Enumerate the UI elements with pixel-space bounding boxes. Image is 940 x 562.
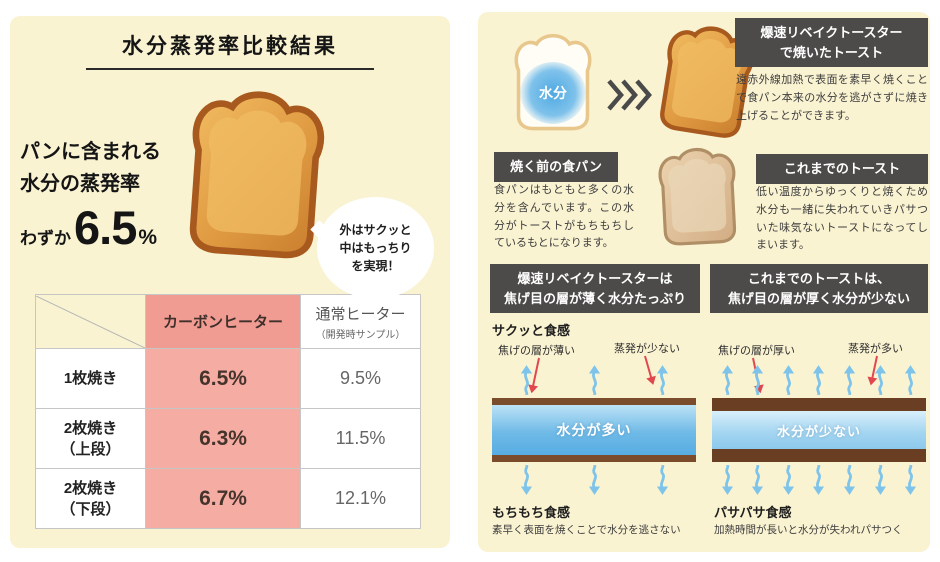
low-evaporation-note: 蒸発が少ない [614, 343, 680, 355]
steam-arrow-down-icon [751, 465, 764, 495]
old-toast-badge: これまでのトースト [756, 154, 928, 184]
steam-arrows-up-left [492, 364, 696, 396]
new-toast-badge-line1: 爆速リベイクトースター [760, 25, 903, 40]
row-label: 1枚焼き [35, 348, 146, 409]
steam-arrow-up-icon [520, 365, 533, 395]
old-toast-figure [645, 139, 750, 248]
moisture-rich-label: 水分が多い [556, 422, 632, 438]
steam-arrow-down-icon [904, 465, 917, 495]
steam-arrow-up-icon [656, 365, 669, 395]
normal-heater-label: 通常ヒーター [315, 305, 406, 323]
steam-arrow-up-icon [751, 365, 764, 395]
before-bread-badge: 焼く前の食パン [494, 152, 618, 182]
normal-value: 9.5% [300, 348, 421, 409]
steam-arrow-down-icon [874, 465, 887, 495]
steam-arrows-down-right [712, 464, 926, 496]
moisture-poor-diagram: 水分が少ない [712, 398, 926, 462]
dry-texture-label: パサパサ食感 [714, 505, 792, 520]
carbon-value: 6.5% [145, 348, 301, 409]
headline-line2: 水分の蒸発率 [20, 173, 140, 195]
moisture-label: 水分 [539, 85, 567, 101]
row-label-text: 2枚焼き [63, 479, 118, 497]
row-label-text: 2枚焼き [63, 419, 118, 437]
row-label-text: 1枚焼き [63, 370, 118, 387]
new-toast-description: 遠赤外線加熱で表面を素早く焼くことで食パン本来の水分を逃がさずに焼き上げることが… [736, 74, 928, 122]
steam-arrow-up-icon [843, 365, 856, 395]
evaporation-table: カーボンヒーター 通常ヒーター （開発時サンプル） 1枚焼き 6.5% 9.5%… [35, 294, 421, 529]
steam-arrow-up-icon [874, 365, 887, 395]
bubble-line1: 外はサクッと [339, 223, 412, 237]
compare-new-caption: 素早く表面を焼くことで水分を逃さない [492, 524, 681, 536]
steam-arrow-up-icon [904, 365, 917, 395]
new-toast-badge-line2: で焼いたトースト [779, 44, 884, 60]
toast-image [645, 139, 750, 248]
steam-arrow-down-icon [812, 465, 825, 495]
fast-forward-chevrons-icon [607, 79, 652, 111]
compare-new-badge-line1: 爆速リベイクトースターは [517, 271, 673, 286]
steam-arrow-up-icon [721, 365, 734, 395]
row-label: 2枚焼き （下段） [35, 468, 146, 529]
headline-block: パンに含まれる 水分の蒸発率 わずか 6.5 % [20, 136, 202, 251]
crispy-texture-label: サクッと食感 [492, 323, 571, 338]
compare-old-badge-line1: これまでのトーストは、 [747, 271, 891, 286]
before-bread-description: 食パンはもともと多くの水分を含んでいます。この水分がトーストがもちもちしているも… [494, 184, 634, 250]
speech-bubble: 外はサクッと 中はもっちり を実現！ [317, 197, 434, 299]
row-label-sub: （下段） [60, 500, 121, 518]
moisture-rich-diagram: 水分が多い [492, 398, 696, 462]
old-toast-description: 低い温度からゆっくりと焼くため水分も一緒に失われていきパサついた味気ないトースト… [756, 186, 928, 252]
row-label: 2枚焼き （上段） [35, 408, 146, 469]
evaporation-rate-value: 6.5 [74, 201, 137, 254]
steam-arrows-down-left [492, 464, 696, 496]
bubble-line2: 中はもっちり [339, 241, 412, 255]
evaporation-rate-unit: % [138, 226, 158, 249]
steam-arrow-up-icon [588, 365, 601, 395]
steam-arrow-down-icon [843, 465, 856, 495]
carbon-value: 6.7% [145, 468, 301, 529]
headline-value-row: わずか 6.5 % [20, 204, 202, 251]
comparison-result-panel: 水分蒸発率比較結果 パンに含まれる 水分の蒸発率 わずか 6.5 % 外はサクッ… [10, 16, 450, 548]
steam-arrows-up-right [712, 364, 926, 396]
compare-new-badge-line2: 焦げ目の層が薄く水分たっぷり [503, 290, 686, 306]
compare-old-badge-line2: 焦げ目の層が厚く水分が少ない [727, 290, 910, 306]
steam-arrow-down-icon [721, 465, 734, 495]
steam-arrow-down-icon [782, 465, 795, 495]
panel-title-wrap: 水分蒸発率比較結果 [10, 30, 450, 70]
steam-arrow-up-icon [812, 365, 825, 395]
table-header-row: カーボンヒーター 通常ヒーター （開発時サンプル） [35, 294, 421, 349]
panel-title: 水分蒸発率比較結果 [86, 30, 374, 70]
headline-prefix: わずか [20, 229, 71, 248]
compare-new-badge: 爆速リベイクトースターは 焦げ目の層が薄く水分たっぷり [490, 264, 700, 313]
thick-crust-note: 焦げの層が厚い [718, 345, 795, 357]
normal-heater-subheader: （開発時サンプル） [315, 329, 406, 341]
thin-crust-note: 焦げの層が薄い [498, 345, 575, 357]
moisture-blob: 水分 [520, 62, 586, 124]
diagonal-slash-icon [36, 295, 145, 348]
carbon-value: 6.3% [145, 408, 301, 469]
steam-arrow-up-icon [782, 365, 795, 395]
carbon-heater-header: カーボンヒーター [145, 294, 301, 349]
explanation-panel: 水分 爆速リベイクトースター で焼いたトースト 遠赤外線加熱で表面を素早く焼くこ… [478, 12, 930, 552]
chewy-texture-label: もちもち食感 [492, 505, 571, 520]
table-blank-cell [35, 294, 146, 349]
compare-old-caption: 加熱時間が長いと水分が失われパサつく [714, 524, 903, 536]
table-row: 2枚焼き （下段） 6.7% 12.1% [35, 468, 421, 529]
compare-old-badge: これまでのトーストは、 焦げ目の層が厚く水分が少ない [710, 264, 928, 313]
steam-arrow-down-icon [520, 465, 533, 495]
row-label-sub: （上段） [60, 440, 121, 458]
headline-line1: パンに含まれる [20, 141, 161, 163]
steam-arrow-down-icon [656, 465, 669, 495]
high-evaporation-note: 蒸発が多い [848, 343, 903, 355]
bubble-line3: を実現！ [351, 259, 400, 273]
moisture-poor-label: 水分が少ない [776, 423, 861, 439]
normal-heater-header: 通常ヒーター （開発時サンプル） [300, 294, 421, 349]
normal-value: 11.5% [300, 408, 421, 469]
new-toast-badge: 爆速リベイクトースター で焼いたトースト [735, 18, 928, 67]
steam-arrow-down-icon [588, 465, 601, 495]
table-row: 1枚焼き 6.5% 9.5% [35, 348, 421, 409]
normal-value: 12.1% [300, 468, 421, 529]
table-row: 2枚焼き （上段） 6.3% 11.5% [35, 408, 421, 469]
